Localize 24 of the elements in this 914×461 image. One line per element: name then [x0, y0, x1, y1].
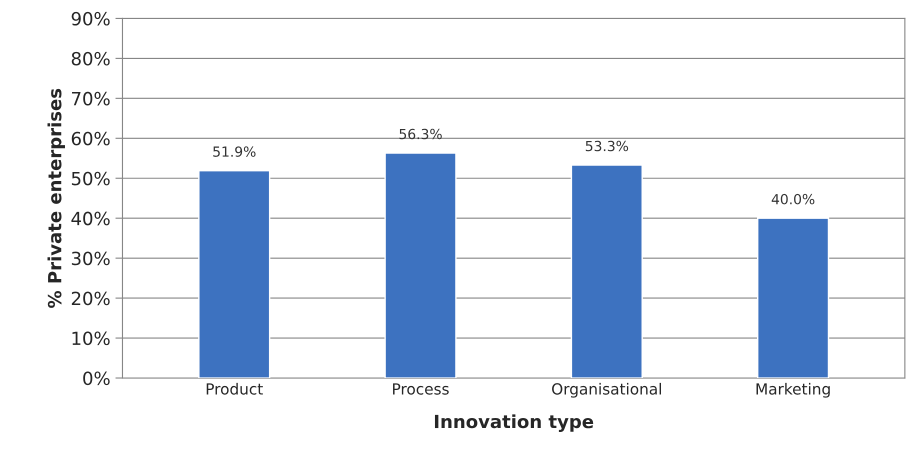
bar: [198, 170, 270, 378]
y-tick-label: 30%: [72, 252, 110, 266]
y-tick-label: 90%: [72, 12, 110, 26]
x-tick-label: Product: [206, 382, 263, 395]
x-tick-label: Process: [393, 383, 449, 395]
bar: [757, 218, 830, 378]
x-tick-label: Organisational: [552, 382, 661, 398]
data-label: 56.3%: [400, 128, 442, 140]
y-tick-label: 20%: [72, 292, 110, 306]
y-tick-label: 40%: [71, 212, 110, 226]
y-tick-label: 0%: [83, 371, 110, 386]
x-tick-label: Marketing: [756, 382, 830, 398]
y-tick-label: 70%: [72, 92, 110, 106]
data-label: 53.3%: [586, 140, 628, 152]
y-tick-label: 50%: [72, 172, 110, 186]
y-axis-title: % Private enterprises: [48, 88, 65, 308]
bar: [570, 164, 643, 378]
y-tick-label: 10%: [72, 332, 110, 346]
y-tick-label: 60%: [72, 132, 110, 146]
data-label: 51.9%: [213, 146, 256, 157]
data-label: 40.0%: [772, 194, 814, 204]
bar: [384, 152, 457, 378]
x-axis-title: Innovation type: [434, 414, 594, 432]
y-tick-label: 80%: [72, 52, 110, 66]
